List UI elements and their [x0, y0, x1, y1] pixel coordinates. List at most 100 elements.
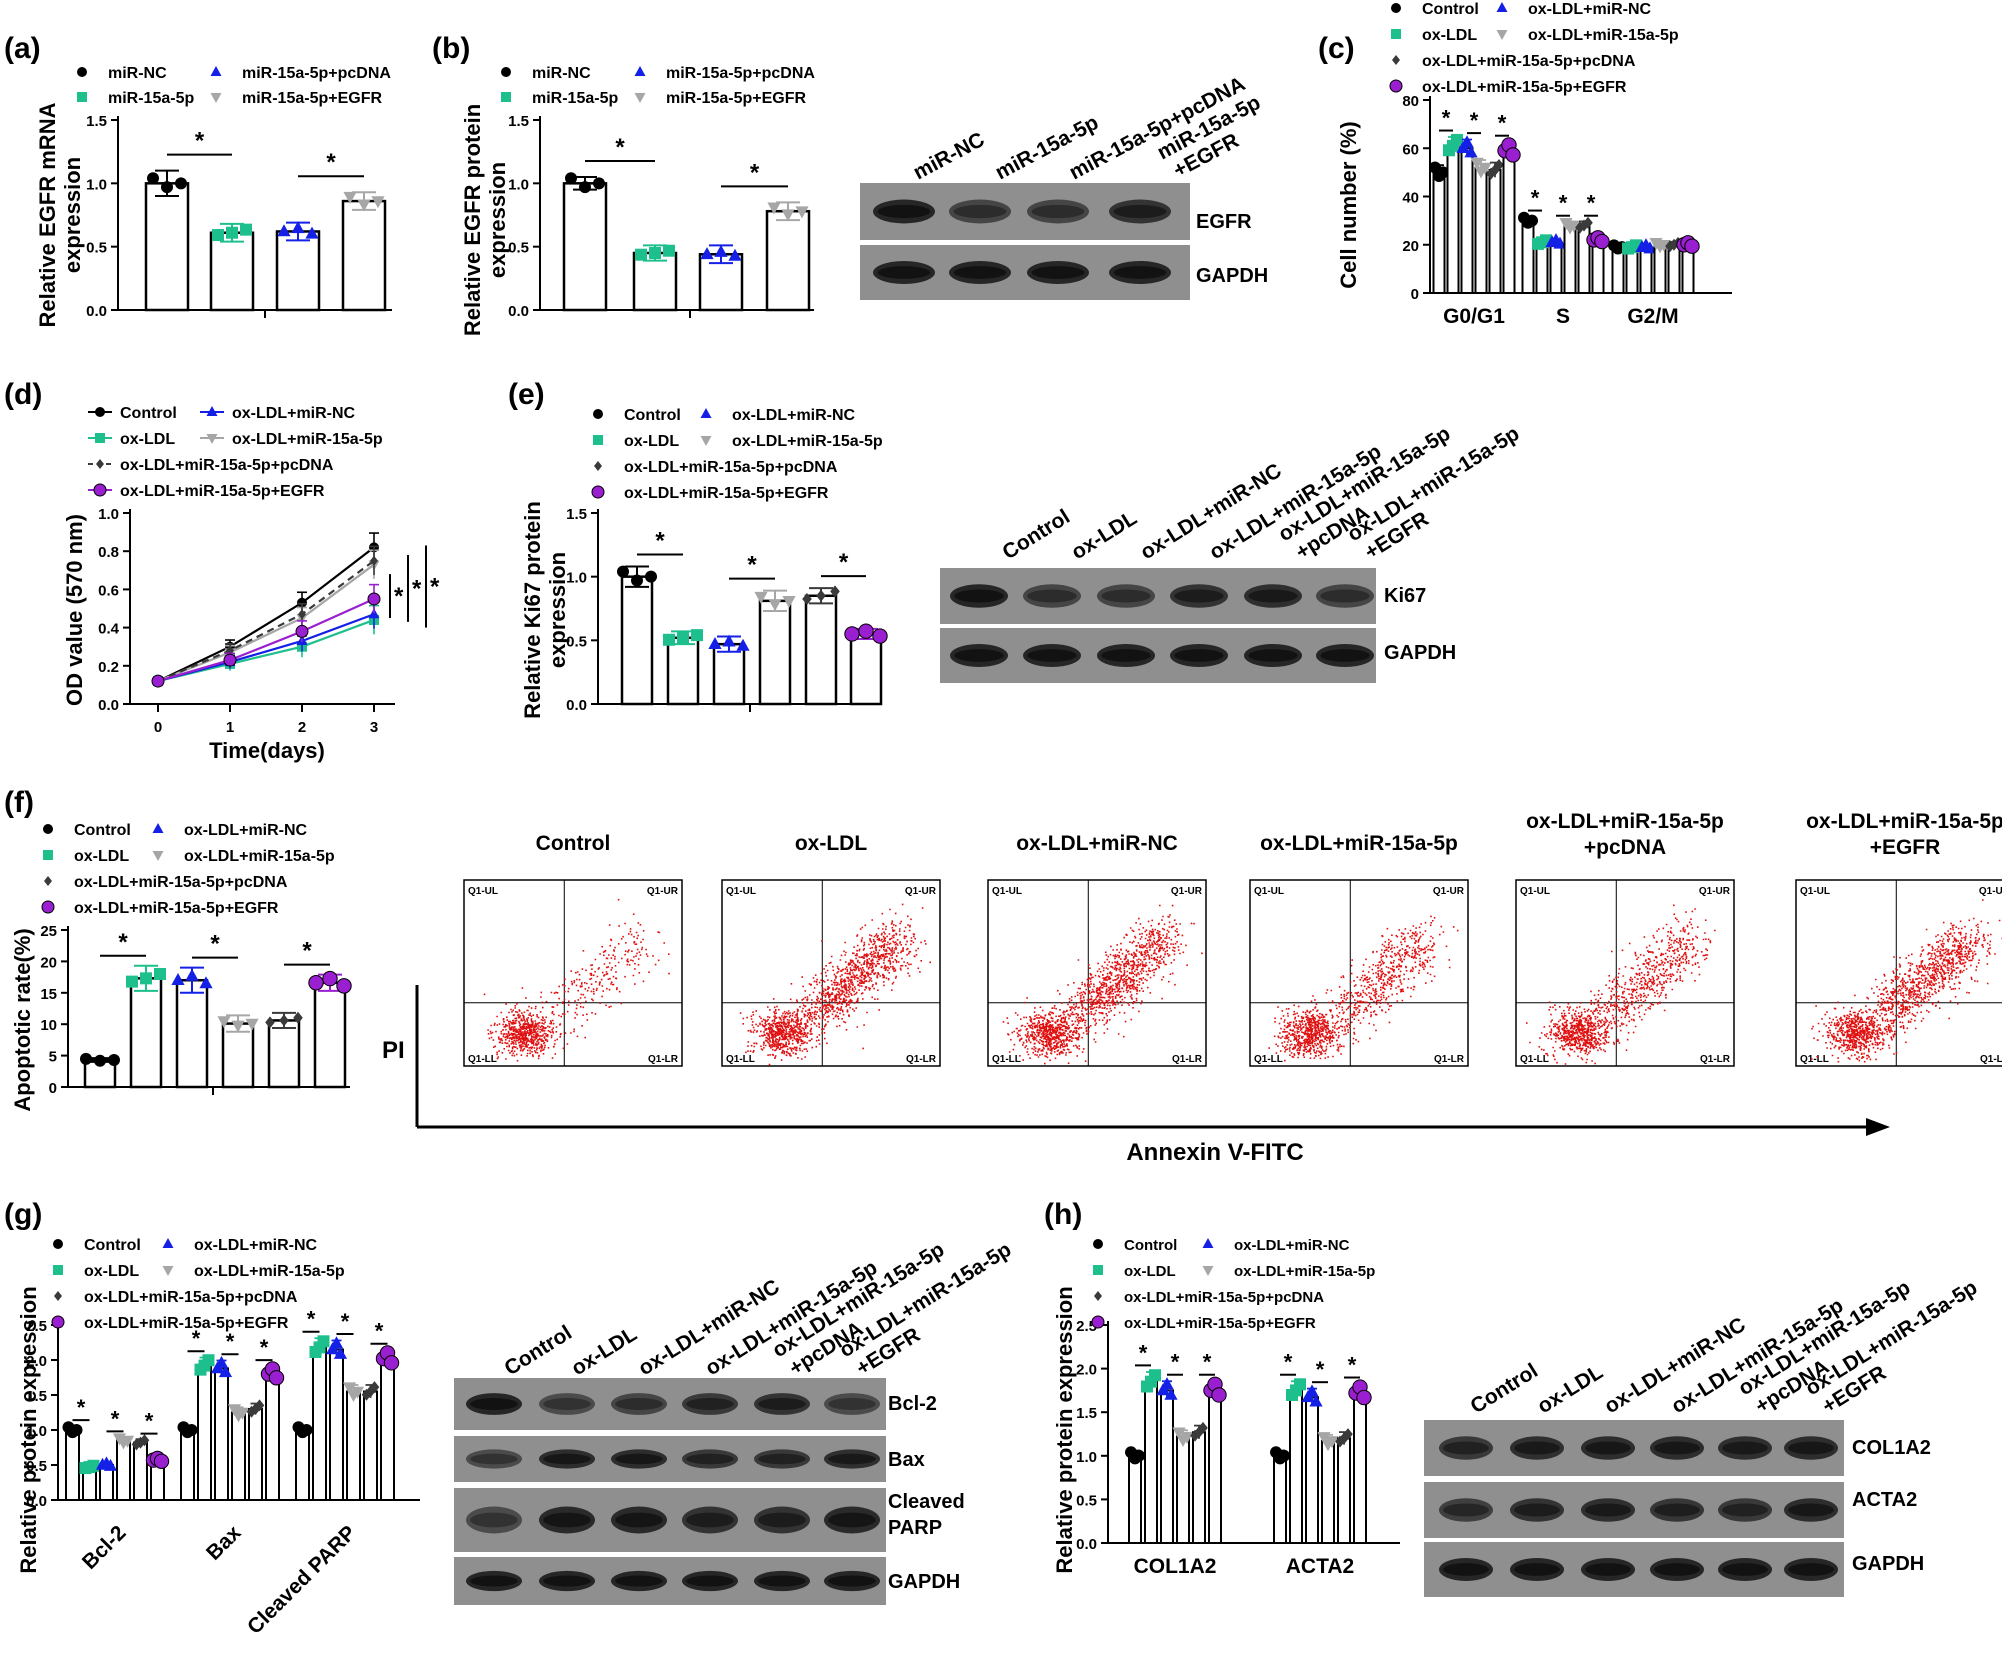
data-point [1198, 1421, 1208, 1434]
data-point [235, 1407, 250, 1420]
blot-band-core [758, 1397, 806, 1411]
flow-plot-title: Control [536, 832, 611, 855]
series-line [157, 559, 375, 683]
blot-band-core [1174, 649, 1224, 662]
bar [1128, 1454, 1142, 1545]
y-tick-label: 1.0 [98, 506, 119, 523]
blot-band-core [1320, 589, 1370, 603]
data-point [1684, 238, 1700, 254]
data-point [1464, 145, 1478, 158]
blot-band-core [1585, 1563, 1631, 1576]
e-blot-strip [940, 628, 1376, 683]
g-blot-strip [454, 1557, 886, 1605]
group-label: Bax [202, 1521, 246, 1565]
h-blot-band [1439, 1498, 1493, 1522]
a-legend-marker [77, 92, 87, 102]
y-tick-label: 2.0 [26, 1353, 47, 1370]
blot-band-core [1722, 1503, 1768, 1517]
c-legend-label: ox-LDL+miR-NC [1528, 1, 1652, 18]
flow-plot-title: ox-LDL [795, 832, 867, 855]
e-legend-label: ox-LDL+miR-15a-5p+pcDNA [624, 459, 838, 476]
bar [1549, 241, 1563, 294]
blot-row-label: COL1A2 [1852, 1437, 1931, 1459]
blot-row-label: Bax [888, 1449, 925, 1471]
bar [632, 251, 678, 312]
significance-star: * [326, 149, 336, 176]
g-blot-band [539, 1449, 595, 1469]
blot-band-core [758, 1512, 806, 1528]
chart-b: 0.0 0.5 1.0 1.5 * * [508, 113, 814, 320]
blot-band-core [615, 1397, 663, 1411]
f-legend-label: ox-LDL+miR-15a-5p [184, 848, 335, 865]
flow-yaxis-label: PI [382, 1037, 405, 1064]
bar [248, 1408, 263, 1501]
blot-band-core [686, 1512, 734, 1528]
bar [1446, 144, 1460, 294]
bar [620, 575, 654, 706]
ylabel-h: Relative protein expression [1052, 1286, 1077, 1573]
y-tick-label: 0.5 [86, 240, 107, 257]
quadrant-label: Q1-LR [1700, 1054, 1731, 1065]
bar [346, 1390, 361, 1501]
g-blot-band [754, 1449, 810, 1469]
x-tick-label: 1 [226, 719, 234, 736]
y-tick-label: 5 [49, 1049, 57, 1066]
bar [380, 1357, 395, 1501]
bar [295, 1429, 310, 1501]
ylabel-b-1: Relative EGFR protein [460, 104, 485, 336]
y-tick-label: 0.6 [98, 582, 119, 599]
quadrant-label: Q1-UL [1254, 886, 1284, 897]
g-legend-label: ox-LDL+miR-15a-5p+EGFR [84, 1315, 289, 1332]
blot-band-core [686, 1575, 734, 1587]
blot-band-core [543, 1397, 591, 1411]
e-blot-strip [940, 568, 1376, 624]
significance-star: * [118, 929, 128, 956]
e-legend-marker [700, 408, 712, 418]
significance-star: * [302, 938, 312, 965]
y-tick-label: 0.5 [566, 633, 587, 650]
data-point [217, 1016, 231, 1029]
bar [363, 1390, 378, 1501]
significance-star: * [307, 1307, 316, 1332]
bar [666, 636, 700, 706]
flow-plot-title: ox-LDL+miR-15a-5p [1260, 832, 1458, 855]
e-legend-label: ox-LDL [624, 433, 679, 450]
data-point [103, 1458, 118, 1471]
h-blot-band [1510, 1498, 1564, 1522]
bar [1432, 171, 1446, 294]
data-point [268, 1370, 285, 1386]
b-legend-marker [634, 93, 646, 103]
y-tick-label: 15 [40, 986, 57, 1003]
ylabel-g: Relative protein expression [16, 1286, 41, 1573]
c-legend-label: ox-LDL+miR-15a-5p+EGFR [1422, 79, 1627, 96]
bar [313, 981, 347, 1089]
blot-band-core [686, 1453, 734, 1465]
blot-band-core [686, 1397, 734, 1411]
blot-band-core [1113, 266, 1167, 279]
data-point [343, 191, 357, 204]
data-point [126, 975, 138, 988]
ylabel-b-2: expression [485, 162, 510, 278]
flow-xaxis-label: Annexin V-FITC [1126, 1139, 1303, 1166]
h-legend-marker [1094, 1291, 1102, 1301]
data-point [1343, 1428, 1353, 1441]
data-point [1172, 1427, 1186, 1440]
c-legend-label: ox-LDL+miR-15a-5p+pcDNA [1422, 53, 1636, 70]
quadrant-label: Q1-UL [992, 886, 1022, 897]
y-tick-label: 1.5 [566, 506, 587, 523]
y-tick-label: 0.4 [98, 621, 120, 638]
a-legend-label: miR-15a-5p+pcDNA [242, 65, 391, 82]
data-point [754, 591, 768, 604]
bar [849, 632, 883, 706]
blot-band-core [470, 1453, 518, 1465]
flow-axis-arrows [415, 985, 1890, 1136]
data-point [94, 1054, 106, 1067]
quadrant-label: Q1-UL [1520, 886, 1550, 897]
h-legend-marker [1091, 1315, 1105, 1329]
b-legend-marker [634, 66, 646, 76]
h-legend-label: ox-LDL+miR-15a-5p+EGFR [1124, 1315, 1316, 1332]
data-point [1156, 1383, 1170, 1396]
h-blot-lane-label: ox-LDL [1533, 1360, 1607, 1418]
flow-plot-frame [721, 879, 941, 1067]
bar [1353, 1392, 1367, 1544]
